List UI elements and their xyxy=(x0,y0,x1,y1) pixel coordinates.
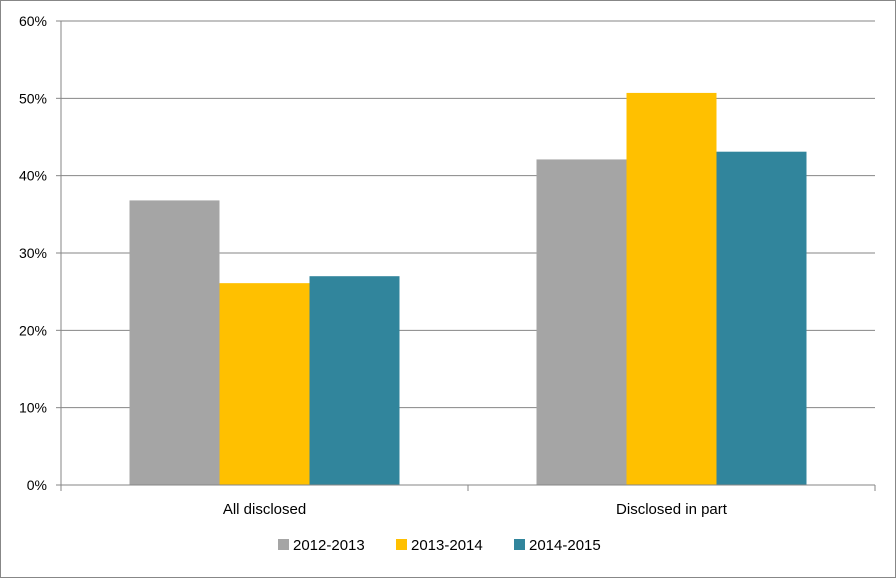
y-tick-label: 40% xyxy=(19,168,47,184)
bars xyxy=(129,92,807,486)
legend-swatch xyxy=(514,539,525,550)
x-category-labels: All disclosed Disclosed in part xyxy=(223,501,728,518)
bar xyxy=(219,283,310,485)
legend-label: 2014-2015 xyxy=(529,537,601,554)
legend-swatch xyxy=(278,539,289,550)
bar xyxy=(626,92,717,486)
y-tick-label: 20% xyxy=(19,322,47,338)
y-tick-label: 10% xyxy=(19,400,47,416)
x-category-label: Disclosed in part xyxy=(616,501,728,518)
bar xyxy=(536,159,627,485)
y-tick-label: 0% xyxy=(27,477,47,493)
legend-label: 2012-2013 xyxy=(293,537,365,554)
y-tick-label: 60% xyxy=(19,13,47,29)
axes xyxy=(56,20,876,491)
y-tick-labels: 0% 10% 20% 30% 40% 50% 60% xyxy=(19,13,47,493)
legend: 2012-2013 2013-2014 2014-2015 xyxy=(278,537,601,554)
bar xyxy=(129,200,220,485)
x-category-label: All disclosed xyxy=(223,501,306,518)
legend-label: 2013-2014 xyxy=(411,537,483,554)
bar xyxy=(716,151,807,485)
bar xyxy=(309,276,400,485)
y-tick-label: 50% xyxy=(19,90,47,106)
y-tick-label: 30% xyxy=(19,245,47,261)
legend-swatch xyxy=(396,539,407,550)
